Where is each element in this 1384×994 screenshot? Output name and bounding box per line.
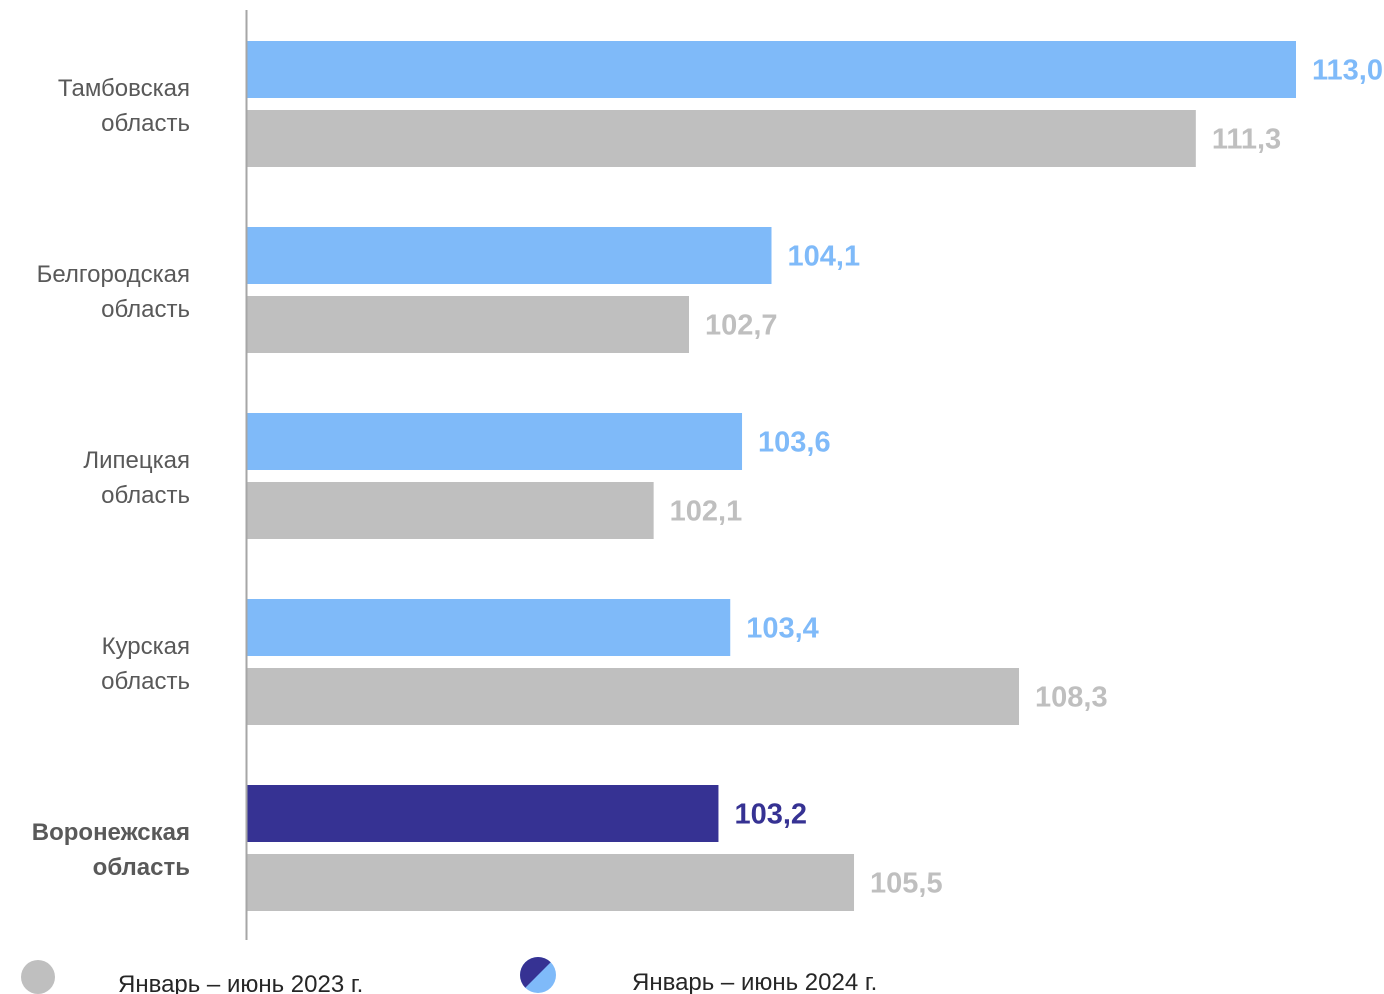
bar-2023-4	[247, 668, 1020, 725]
labels-group: 113,0 111,3 Тамбовская область 104,1 102,7 Бел…	[32, 55, 1383, 900]
bar-2024-3	[247, 413, 743, 470]
category-label-line: область	[101, 668, 190, 695]
legend-label-2023: Январь – июнь 2023 г.	[118, 971, 363, 994]
category-label-4: Курская область	[101, 633, 190, 695]
value-label-2024-5: 103,2	[734, 799, 807, 831]
category-label-3: Липецкая область	[83, 447, 190, 509]
bar-2023-2	[247, 296, 689, 353]
category-label-line: область	[93, 854, 190, 881]
category-label-line: область	[101, 110, 190, 137]
value-label-2024-4: 103,4	[746, 613, 819, 645]
bars-group	[247, 41, 1296, 911]
bar-2024-4	[247, 599, 731, 656]
value-label-2024-2: 104,1	[788, 241, 861, 273]
legend: Январь – июнь 2023 г. Январь – июнь 2024…	[21, 957, 877, 994]
value-label-2023-5: 105,5	[870, 868, 943, 900]
value-label-2023-4: 108,3	[1035, 682, 1108, 714]
value-label-2023-3: 102,1	[670, 496, 743, 528]
category-label-line: Белгородская	[37, 261, 190, 288]
legend-marker-2023	[21, 960, 55, 994]
category-label-line: область	[101, 296, 190, 323]
category-label-1: Тамбовская область	[58, 75, 190, 137]
bar-2024-1	[247, 41, 1296, 98]
value-label-2024-1: 113,0	[1312, 55, 1383, 87]
value-label-2024-3: 103,6	[758, 427, 831, 459]
category-label-line: Липецкая	[83, 447, 190, 474]
category-label-line: область	[101, 482, 190, 509]
bar-2023-3	[247, 482, 654, 539]
category-label-line: Тамбовская	[58, 75, 190, 102]
value-label-2023-2: 102,7	[705, 310, 778, 342]
category-label-line: Курская	[102, 633, 190, 660]
category-label-5: Воронежская область	[32, 819, 190, 881]
legend-marker-2024-dark	[520, 957, 551, 988]
bar-2024-5	[247, 785, 719, 842]
category-label-2: Белгородская область	[37, 261, 190, 323]
bar-2023-1	[247, 110, 1196, 167]
bar-2024-2	[247, 227, 772, 284]
legend-label-2024: Январь – июнь 2024 г.	[632, 969, 877, 994]
value-label-2023-1: 111,3	[1212, 124, 1281, 156]
category-label-line: Воронежская	[32, 819, 190, 846]
legend-marker-2024	[520, 957, 556, 993]
bar-2023-5	[247, 854, 855, 911]
